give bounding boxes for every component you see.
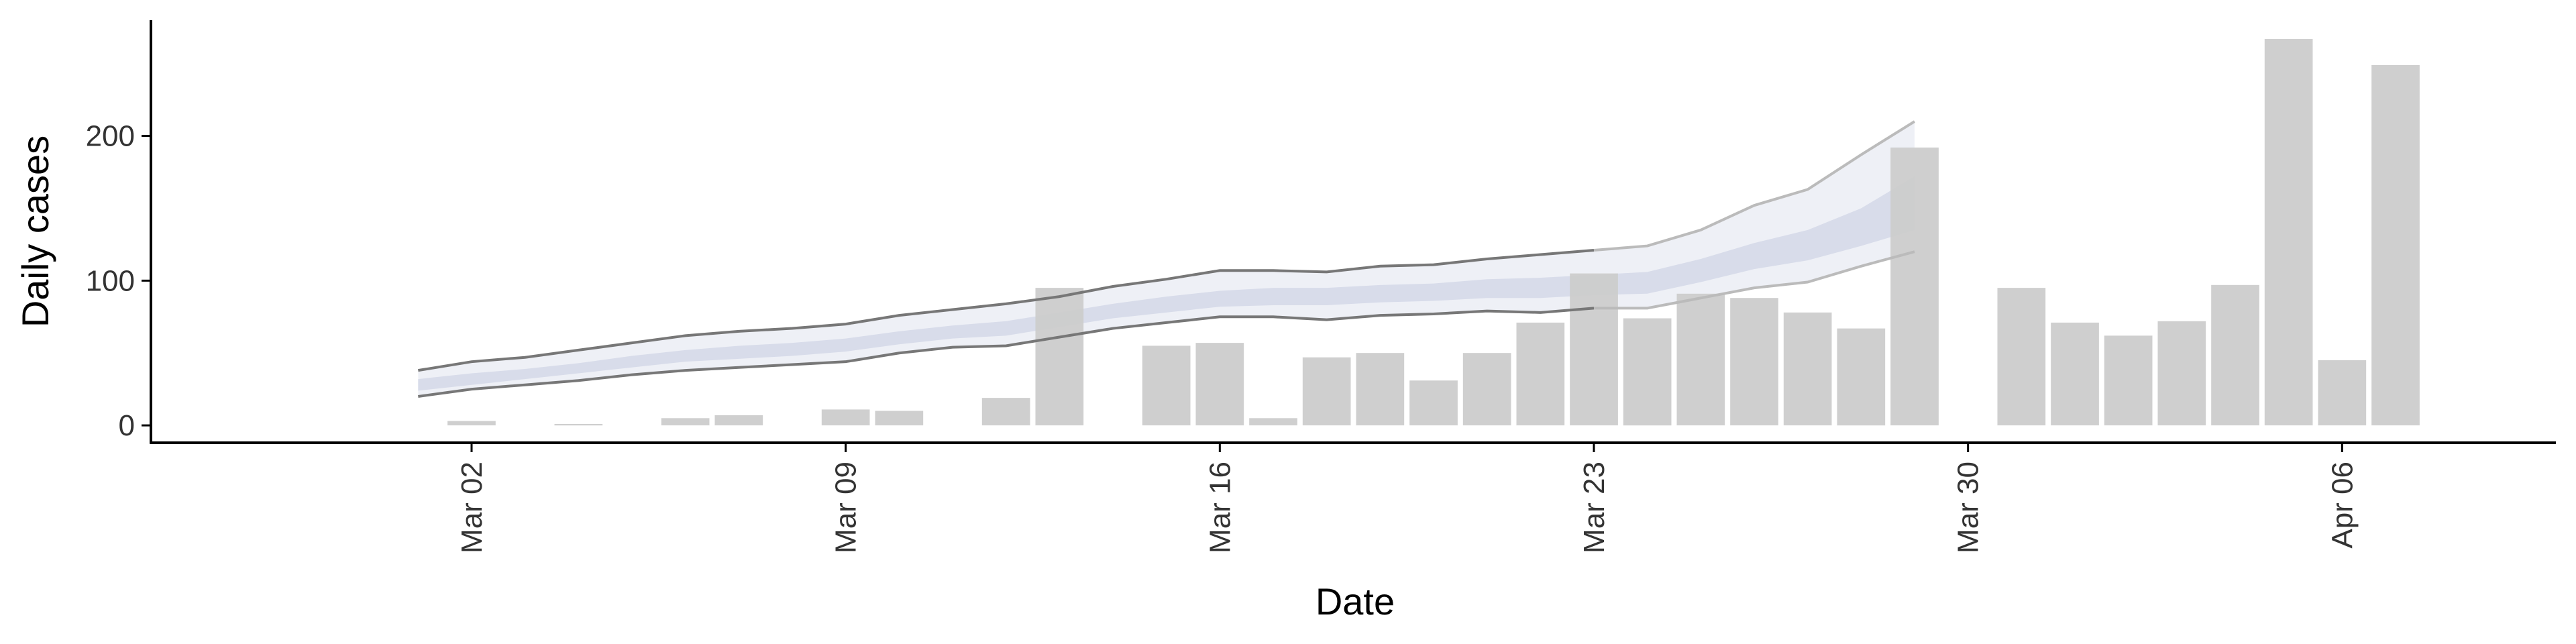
x-tick-label: Mar 23 — [1578, 462, 1611, 553]
bar-2020-03-02 — [447, 421, 496, 426]
x-tick-label: Mar 02 — [455, 462, 488, 553]
bar-2020-03-09 — [821, 409, 870, 426]
bar-2020-03-06 — [661, 418, 710, 426]
y-tick-label: 100 — [86, 264, 135, 297]
x-axis-title: Date — [1316, 580, 1395, 623]
bar-2020-03-12 — [981, 398, 1030, 426]
y-tick-label: 0 — [119, 409, 135, 442]
bar-2020-03-04 — [554, 424, 603, 426]
y-tick-label: 200 — [86, 120, 135, 153]
axes-layer: 0 100 200 Mar 02 Mar 09 Mar 16 Mar 23 Mar 30 Apr… — [86, 20, 2556, 553]
x-tick-label: Mar 30 — [1952, 462, 1985, 553]
bar-2020-03-20 — [1409, 380, 1458, 426]
bar-2020-04-06 — [2318, 360, 2367, 426]
bar-2020-03-22 — [1516, 322, 1565, 426]
bar-2020-03-24 — [1623, 318, 1672, 426]
bar-2020-03-19 — [1356, 353, 1405, 426]
bound-lines-layer — [418, 120, 1916, 398]
bar-2020-03-31 — [1997, 288, 2046, 426]
bar-2020-03-07 — [714, 415, 763, 426]
bar-2020-04-02 — [2104, 335, 2153, 426]
bar-2020-03-15 — [1142, 345, 1191, 426]
y-axis-title: Daily cases — [14, 136, 56, 327]
bar-2020-03-16 — [1195, 343, 1244, 426]
bar-2020-04-01 — [2051, 322, 2099, 426]
lower-bound-line — [418, 307, 1595, 398]
bar-2020-04-03 — [2157, 321, 2206, 426]
lower-bound-line-recent — [1594, 250, 1915, 310]
bar-2020-03-10 — [875, 411, 924, 426]
bar-2020-03-28 — [1837, 328, 1886, 426]
bar-2020-04-07 — [2371, 64, 2420, 426]
bar-2020-03-23 — [1570, 273, 1618, 426]
bar-2020-03-25 — [1676, 293, 1725, 426]
x-tick-label: Mar 09 — [830, 462, 863, 553]
bar-2020-03-27 — [1783, 312, 1832, 426]
bar-2020-03-13 — [1035, 288, 1084, 426]
bars-layer — [447, 39, 2420, 426]
upper-bound-line-recent — [1593, 120, 1916, 252]
bar-2020-03-18 — [1302, 357, 1351, 426]
bar-2020-03-29 — [1890, 147, 1939, 426]
x-tick-label: Mar 16 — [1203, 462, 1236, 553]
x-tick-label: Apr 06 — [2326, 462, 2359, 549]
bar-2020-03-26 — [1730, 298, 1778, 426]
bar-2020-03-21 — [1462, 353, 1511, 426]
bar-2020-04-05 — [2264, 39, 2313, 426]
upper-bound-line — [418, 249, 1595, 372]
bar-2020-04-04 — [2211, 284, 2259, 426]
bar-2020-03-17 — [1249, 418, 1297, 426]
